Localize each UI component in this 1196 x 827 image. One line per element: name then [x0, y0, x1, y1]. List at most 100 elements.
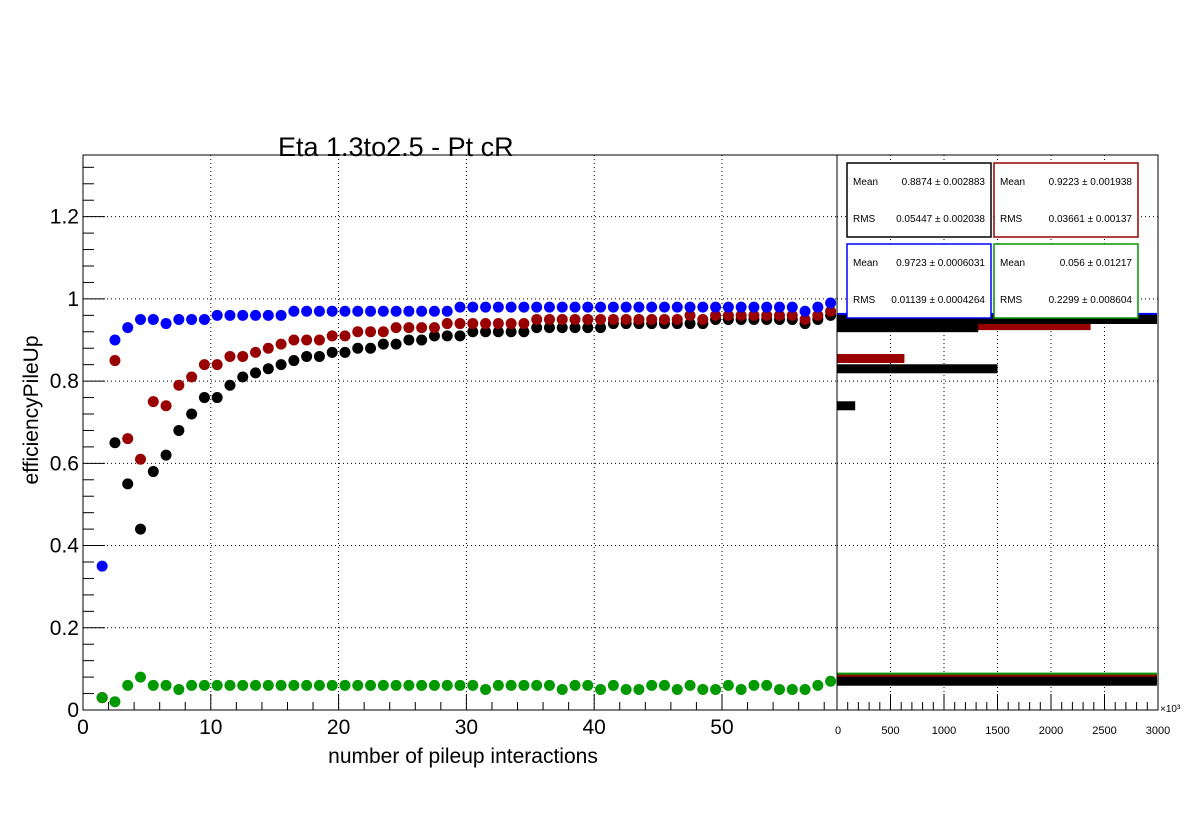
data-point: [480, 301, 492, 313]
stats-box-border: [993, 243, 1139, 319]
data-point: [262, 679, 274, 691]
data-point: [658, 679, 670, 691]
data-point: [147, 396, 159, 408]
y-tick-label: 0: [67, 699, 79, 722]
data-point: [595, 313, 607, 325]
data-point: [441, 679, 453, 691]
data-point: [505, 318, 517, 330]
data-point: [237, 371, 249, 383]
data-point: [275, 338, 287, 350]
data-point: [147, 466, 159, 478]
data-point: [224, 309, 236, 321]
data-point: [556, 322, 568, 334]
data-point: [160, 679, 172, 691]
data-point: [198, 313, 210, 325]
data-point: [352, 326, 364, 338]
stats-mean-value: 0.8874 ± 0.002883: [902, 177, 986, 188]
data-point: [313, 334, 325, 346]
stats-box-border: [846, 162, 992, 238]
data-point: [403, 679, 415, 691]
data-point: [582, 679, 594, 691]
x-tick-label: 40: [583, 716, 606, 739]
stats-rms-label: RMS: [853, 214, 876, 225]
hist-bar: [837, 401, 856, 411]
data-point: [122, 478, 134, 490]
data-point: [237, 679, 249, 691]
stats-mean-label: Mean: [1000, 177, 1025, 188]
data-point: [735, 683, 747, 695]
data-point: [326, 330, 338, 342]
data-point: [173, 683, 185, 695]
data-point: [313, 305, 325, 317]
data-point: [224, 350, 236, 362]
data-point: [799, 305, 811, 317]
data-point: [441, 330, 453, 342]
data-point: [454, 330, 466, 342]
data-point: [492, 326, 504, 338]
data-point: [250, 367, 262, 379]
data-point: [416, 322, 428, 334]
stats-box: Mean 0.8874 ± 0.002883 RMS 0.05447 ± 0.0020…: [846, 162, 992, 238]
data-points: [96, 297, 837, 708]
hist-x-tick-label: 1500: [985, 725, 1009, 737]
stats-rms-value: 0.01139 ± 0.0004264: [891, 295, 985, 306]
data-point: [288, 305, 300, 317]
data-point: [109, 355, 121, 367]
hist-axis-ticks: 500 1000 1500 2000 2500 3000 0: [835, 694, 1170, 737]
data-point: [288, 679, 300, 691]
data-point: [301, 305, 313, 317]
hist-bar: [837, 364, 998, 374]
data-point: [211, 392, 223, 404]
axis-ticks: 0 10 20 30 40 50 0 0.2 0.4 0.6 0.8 1 1.2: [50, 166, 825, 739]
data-point: [288, 334, 300, 346]
data-point: [748, 301, 760, 313]
data-point: [416, 334, 428, 346]
data-point: [377, 326, 389, 338]
data-point: [262, 363, 274, 375]
data-point: [710, 301, 722, 313]
y-axis-label: efficiencyPileUp: [20, 335, 43, 484]
scatter-plot: 0 10 20 30 40 50 0 0.2 0.4 0.6 0.8 1 1.2: [50, 154, 838, 739]
y-tick-label: 1: [67, 288, 79, 311]
data-point: [646, 679, 658, 691]
data-point: [799, 313, 811, 325]
data-point: [671, 683, 683, 695]
data-point: [467, 326, 479, 338]
data-point: [620, 683, 632, 695]
stats-rms-label: RMS: [1000, 214, 1023, 225]
hist-bar: [837, 676, 1157, 686]
data-point: [198, 392, 210, 404]
data-point: [339, 305, 351, 317]
stats-rms-value: 0.2299 ± 0.008604: [1049, 295, 1133, 306]
data-point: [582, 322, 594, 334]
data-point: [454, 301, 466, 313]
data-point: [646, 313, 658, 325]
hist-frame: [836, 154, 1159, 711]
data-point: [122, 433, 134, 445]
data-point: [352, 342, 364, 354]
data-point: [122, 679, 134, 691]
data-point: [646, 301, 658, 313]
y-tick-label: 0.4: [50, 535, 80, 558]
data-point: [748, 679, 760, 691]
data-point: [671, 301, 683, 313]
data-point: [339, 679, 351, 691]
data-point: [377, 679, 389, 691]
data-point: [467, 679, 479, 691]
data-point: [518, 318, 530, 330]
x-tick-label: 30: [455, 716, 478, 739]
data-point: [518, 679, 530, 691]
stats-mean-label: Mean: [853, 258, 878, 269]
data-point: [773, 301, 785, 313]
data-point: [492, 318, 504, 330]
data-point: [735, 301, 747, 313]
data-point: [288, 355, 300, 367]
hist-bar: [837, 354, 905, 363]
data-point: [543, 301, 555, 313]
data-point: [467, 318, 479, 330]
data-point: [620, 301, 632, 313]
data-point: [339, 346, 351, 358]
data-point: [352, 679, 364, 691]
stats-box-border: [993, 162, 1139, 238]
